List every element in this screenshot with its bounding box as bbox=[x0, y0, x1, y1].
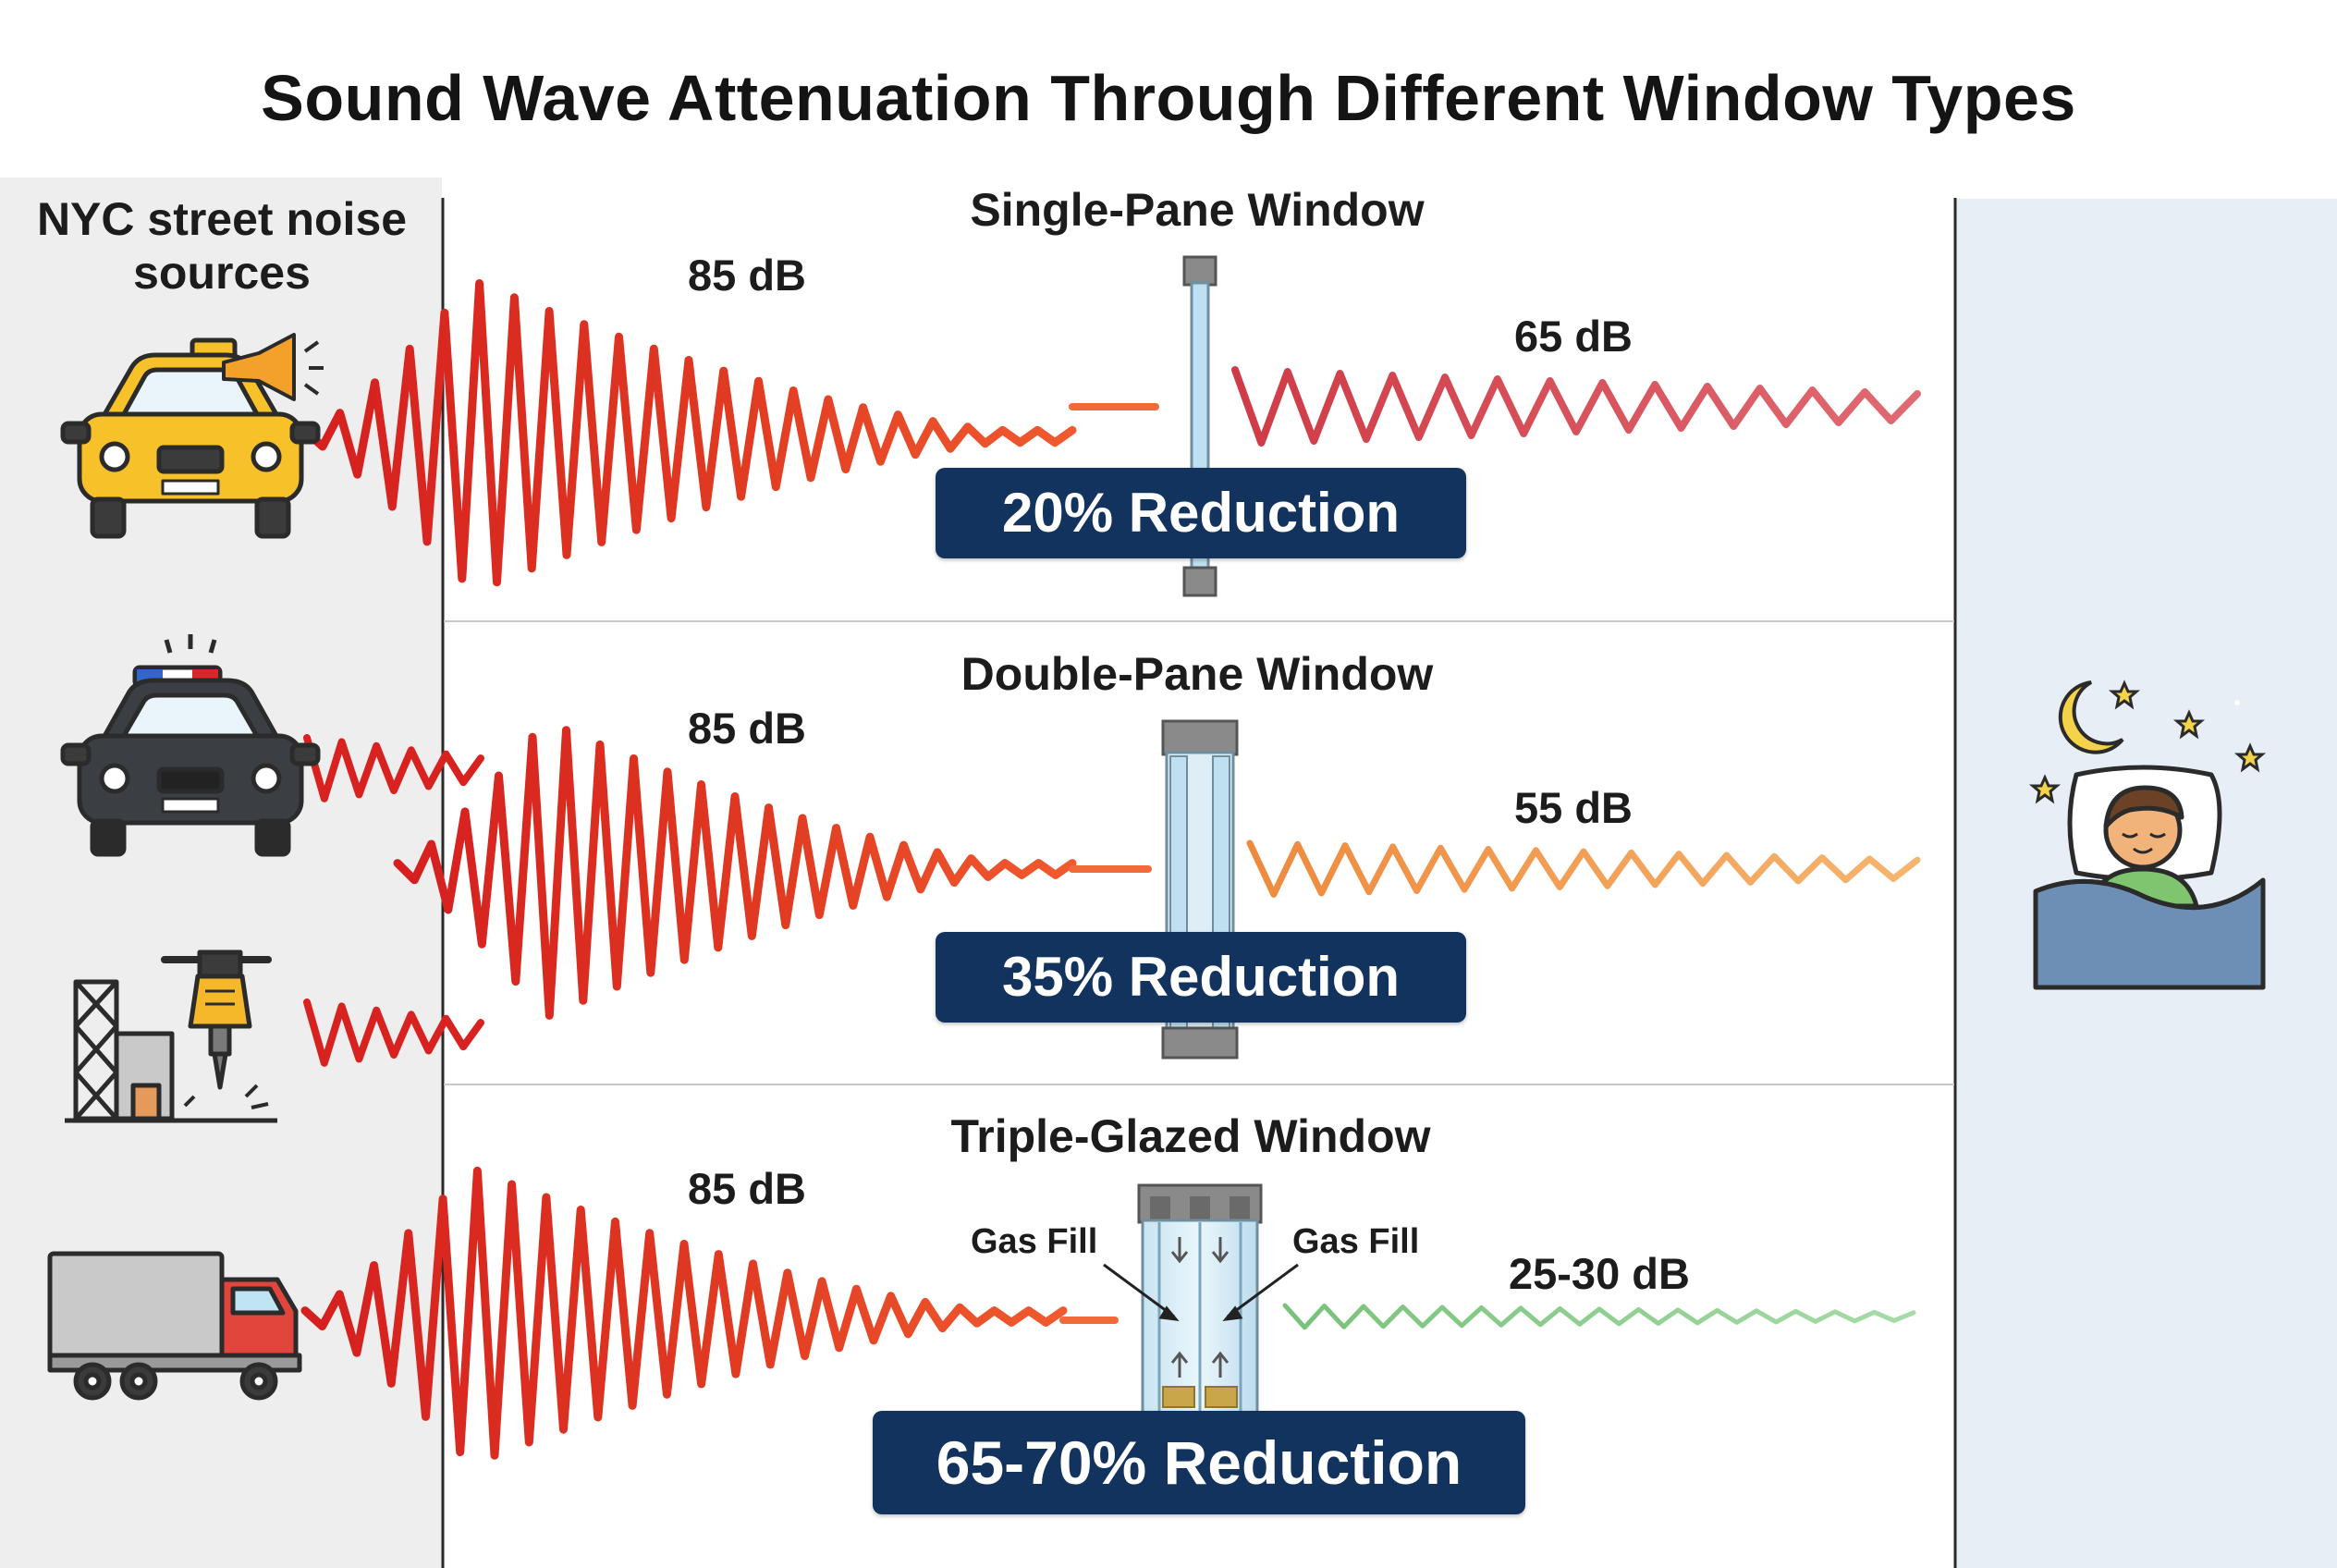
sound-waves bbox=[300, 279, 1921, 1460]
panel-2-incoming-wave bbox=[393, 726, 1077, 1020]
horn-icon bbox=[222, 333, 324, 401]
police-car-icon bbox=[60, 634, 321, 857]
panel-1-reduction-badge: 20% Reduction bbox=[936, 468, 1466, 558]
panel-2-outgoing-wave bbox=[1246, 839, 1921, 898]
panel-1-incoming-wave bbox=[300, 279, 1077, 587]
star-icon bbox=[2028, 680, 2267, 804]
panel-2-reduction-badge: 35% Reduction bbox=[936, 932, 1466, 1023]
moon-icon bbox=[2058, 680, 2124, 754]
gas-fill-label-left: Gas Fill bbox=[971, 1222, 1098, 1261]
panel-2-incoming-db: 85 dB bbox=[688, 704, 806, 753]
sleeping-person-icon bbox=[2033, 765, 2266, 990]
panel-3-window-title: Triple-Glazed Window bbox=[950, 1110, 1431, 1162]
construction-noise-wave bbox=[303, 998, 484, 1067]
gas-fill-pointers bbox=[1103, 1263, 1299, 1321]
panel-1-window-title: Single-Pane Window bbox=[970, 184, 1425, 236]
taxi-icon bbox=[60, 337, 321, 539]
panel-1-outgoing-db: 65 dB bbox=[1514, 312, 1633, 361]
police-noise-wave bbox=[303, 734, 484, 802]
sparkle bbox=[2234, 700, 2240, 705]
sources-heading: NYC street noise sources bbox=[36, 193, 408, 299]
panel-3-outgoing-wave bbox=[1282, 1303, 1916, 1330]
panel-1-incoming-db: 85 dB bbox=[688, 251, 806, 300]
panel-3-incoming-wave bbox=[300, 1166, 1068, 1460]
page-title: Sound Wave Attenuation Through Different… bbox=[261, 62, 2076, 134]
gas-fill-label-right: Gas Fill bbox=[1292, 1222, 1420, 1261]
panel-2-window-title: Double-Pane Window bbox=[960, 648, 1434, 700]
panel-3-incoming-db: 85 dB bbox=[688, 1164, 806, 1213]
panel-2-outgoing-db: 55 dB bbox=[1514, 783, 1633, 832]
panel-3-outgoing-db: 25-30 dB bbox=[1509, 1249, 1690, 1298]
panel-1-outgoing-wave bbox=[1231, 366, 1921, 447]
panel-3-reduction-badge: 65-70% Reduction bbox=[873, 1411, 1525, 1514]
delivery-truck-icon bbox=[47, 1251, 302, 1401]
construction-jackhammer-icon bbox=[65, 949, 277, 1123]
triple-glazed-window-icon bbox=[1137, 1183, 1263, 1437]
